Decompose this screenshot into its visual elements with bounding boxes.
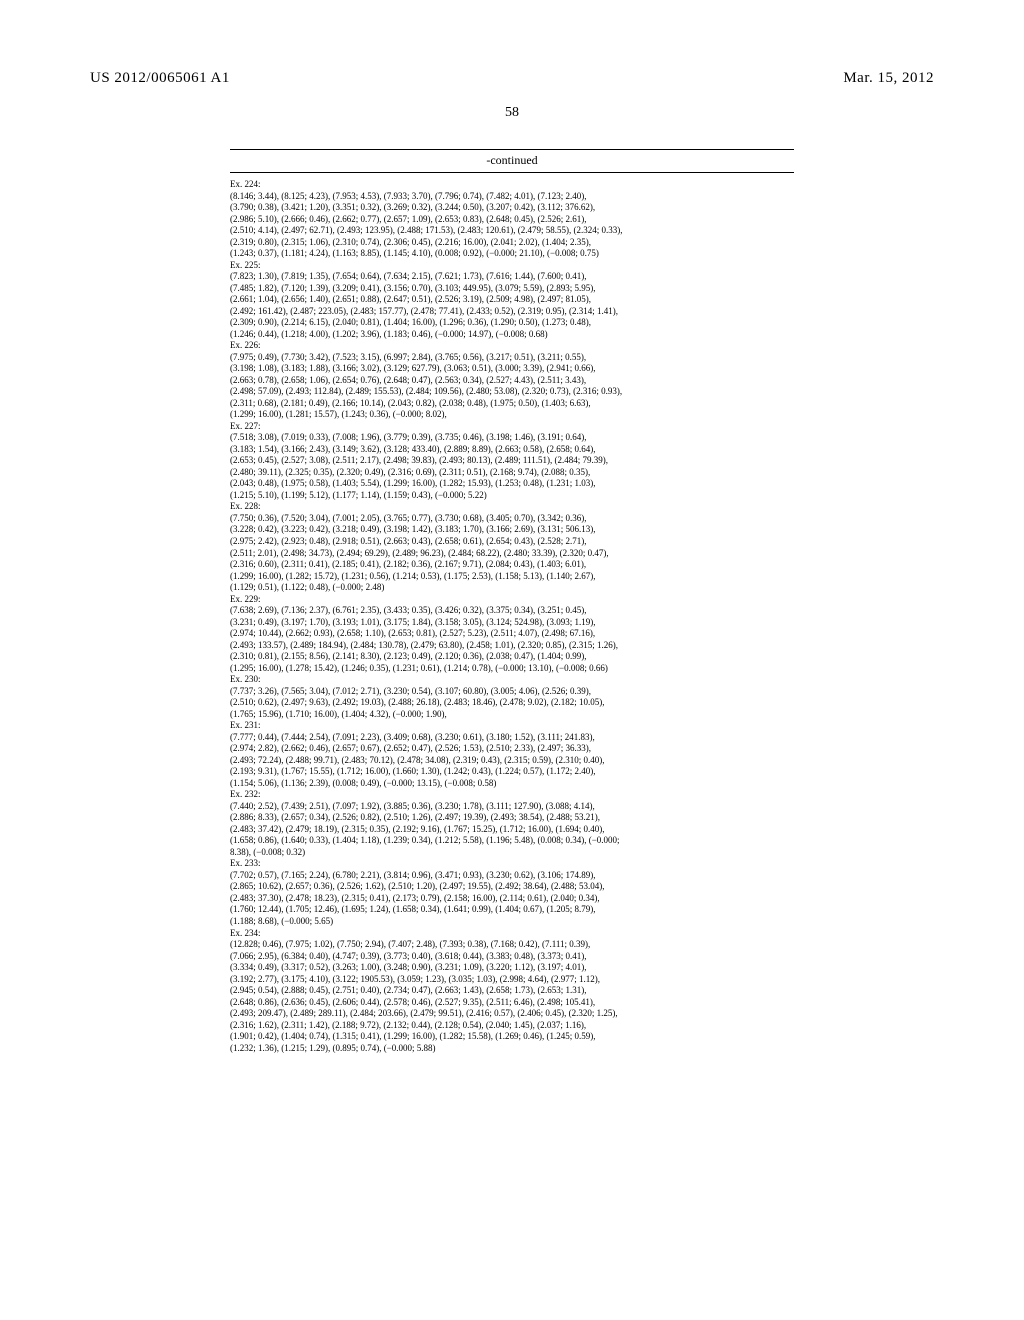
nmr-data-block: Ex. 224: (8.146; 3.44), (8.125; 4.23), (…: [230, 179, 794, 1054]
page-number: 58: [90, 105, 934, 121]
continued-label: -continued: [230, 149, 794, 173]
patent-date: Mar. 15, 2012: [843, 70, 934, 87]
page-header: US 2012/0065061 A1 Mar. 15, 2012: [90, 70, 934, 87]
patent-page: US 2012/0065061 A1 Mar. 15, 2012 58 -con…: [0, 0, 1024, 1320]
patent-id: US 2012/0065061 A1: [90, 70, 230, 87]
